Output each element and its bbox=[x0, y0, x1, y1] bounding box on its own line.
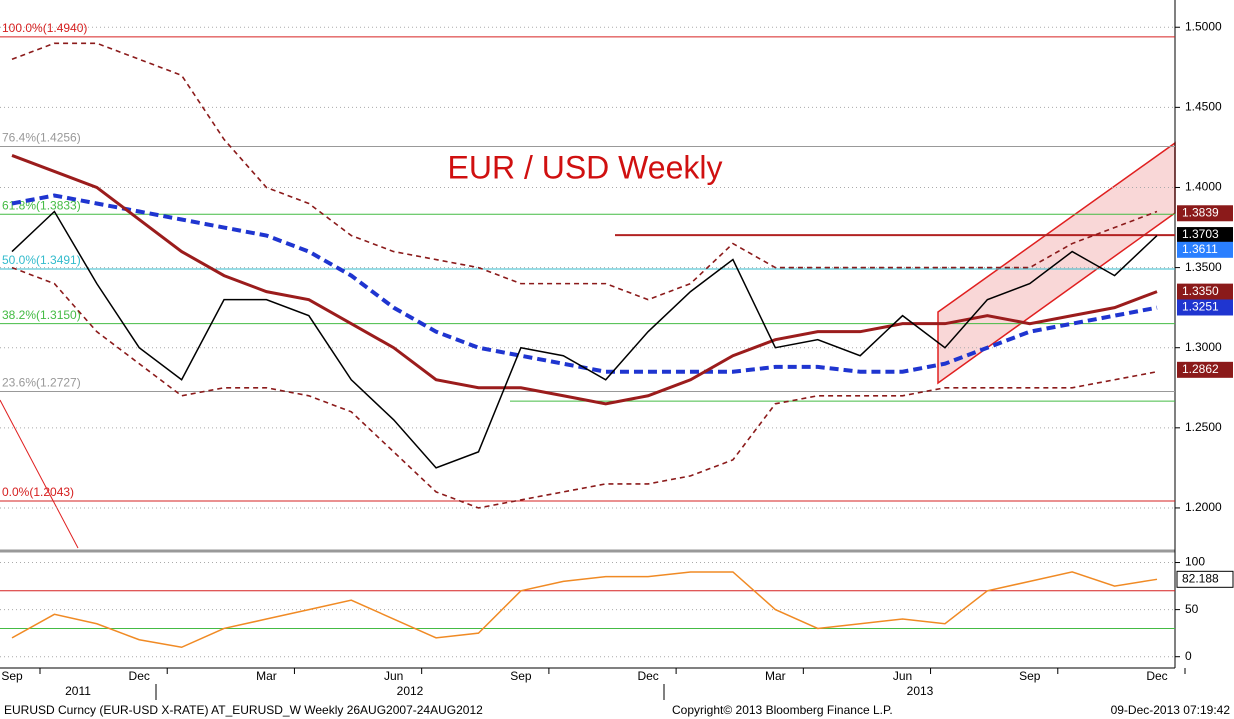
x-tick-label: Sep bbox=[1019, 669, 1041, 683]
price-tag-label: 1.2862 bbox=[1182, 362, 1219, 376]
y-tick-label: 0 bbox=[1185, 649, 1192, 663]
series-line bbox=[11, 266, 1158, 509]
price-tag bbox=[1177, 205, 1233, 222]
x-tick-label: Dec bbox=[1146, 669, 1167, 683]
price-tag-label: 1.3839 bbox=[1182, 205, 1219, 219]
y-tick-label: 1.4500 bbox=[1185, 100, 1222, 114]
x-tick-label: Jun bbox=[893, 669, 912, 683]
fib-label: 23.6%(1.2727) bbox=[2, 376, 81, 390]
price-tag bbox=[1177, 227, 1233, 244]
fib-label: 100.0%(1.4940) bbox=[2, 21, 87, 35]
price-tag bbox=[1177, 361, 1233, 378]
x-tick-label: Sep bbox=[510, 669, 532, 683]
x-tick-label: Dec bbox=[129, 669, 150, 683]
price-tag-label: 1.3703 bbox=[1182, 227, 1219, 241]
y-tick-label: 100 bbox=[1185, 555, 1205, 569]
x-group-label: 2011 bbox=[65, 684, 91, 698]
series-line bbox=[11, 154, 1158, 406]
price-tag bbox=[1176, 570, 1234, 588]
trend-line bbox=[0, 399, 79, 549]
footnote: EURUSD Curncy (EUR-USD X-RATE) AT_EURUSD… bbox=[4, 703, 483, 717]
chart-title: EUR / USD Weekly bbox=[447, 149, 722, 185]
x-tick-label: Mar bbox=[256, 669, 277, 683]
series-line bbox=[11, 42, 1158, 301]
fib-label: 50.0%(1.3491) bbox=[2, 253, 81, 267]
x-group-label: 2013 bbox=[907, 684, 934, 698]
y-tick-label: 1.3500 bbox=[1185, 260, 1222, 274]
y-tick-label: 1.4000 bbox=[1185, 180, 1222, 194]
y-tick-label: 1.2500 bbox=[1185, 420, 1222, 434]
price-tag bbox=[1177, 283, 1233, 300]
x-tick-label: Dec bbox=[637, 669, 658, 683]
x-tick-label: Jun bbox=[384, 669, 403, 683]
fib-label: 0.0%(1.2043) bbox=[2, 485, 74, 499]
footnote: 09-Dec-2013 07:19:42 bbox=[1111, 703, 1231, 717]
fib-label: 76.4%(1.4256) bbox=[2, 131, 81, 145]
series-line bbox=[11, 571, 1158, 649]
fib-label: 61.8%(1.3833) bbox=[2, 198, 81, 212]
price-tag-label: 1.3611 bbox=[1182, 242, 1218, 256]
price-tag bbox=[1177, 241, 1233, 258]
x-group-label: 2012 bbox=[397, 684, 424, 698]
fib-label: 38.2%(1.3150) bbox=[2, 308, 81, 322]
x-tick-label: Mar bbox=[765, 669, 786, 683]
series-line bbox=[11, 210, 1158, 469]
x-tick-label: Sep bbox=[1, 669, 23, 683]
price-tag-label: 1.3350 bbox=[1182, 284, 1219, 298]
price-tag-label: 82.188 bbox=[1182, 571, 1219, 585]
footnote: Copyright© 2013 Bloomberg Finance L.P. bbox=[672, 703, 893, 717]
y-tick-label: 1.3000 bbox=[1185, 340, 1222, 354]
y-tick-label: 50 bbox=[1185, 602, 1199, 616]
price-tag bbox=[1177, 299, 1233, 316]
price-tag-label: 1.3251 bbox=[1182, 300, 1219, 314]
y-tick-label: 1.5000 bbox=[1185, 19, 1222, 33]
y-tick-label: 1.2000 bbox=[1185, 500, 1222, 514]
